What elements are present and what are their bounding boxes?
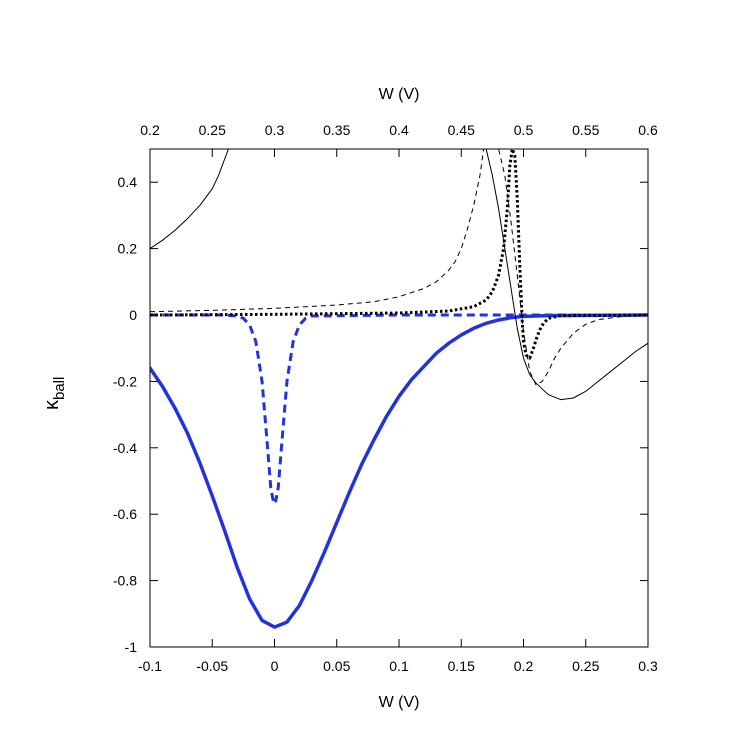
y-tick-label: -0.6: [113, 506, 137, 522]
x-tick-label-top: 0.3: [265, 122, 285, 138]
x-axis-title-top: W (V): [379, 86, 420, 103]
y-axis-title: κball: [41, 377, 68, 410]
x-tick-label-top: 0.5: [514, 122, 534, 138]
x-tick-label-bottom: 0: [271, 658, 279, 674]
y-tick-label: -1: [125, 639, 138, 655]
x-tick-label-bottom: 0.15: [448, 658, 475, 674]
y-axis-title-subscript: ball: [51, 377, 68, 400]
x-tick-label-top: 0.45: [448, 122, 475, 138]
x-tick-label-bottom: 0.1: [389, 658, 409, 674]
y-tick-label: -0.4: [113, 440, 137, 456]
x-tick-label-top: 0.6: [638, 122, 658, 138]
x-tick-label-bottom: -0.1: [138, 658, 162, 674]
x-tick-label-top: 0.55: [572, 122, 599, 138]
x-tick-label-bottom: 0.25: [572, 658, 599, 674]
y-tick-label: 0: [129, 307, 137, 323]
y-tick-label: 0.4: [118, 174, 138, 190]
x-tick-label-bottom: 0.05: [323, 658, 350, 674]
x-axis-title-bottom: W (V): [379, 694, 420, 711]
x-tick-label-bottom: 0.3: [638, 658, 658, 674]
series-line-1: [150, 313, 648, 629]
ticks-layer: -0.1 -0.05 0 0.05 0.1 0.15 0.2 0.25 0.3 0.2 0.25 0.…: [113, 122, 658, 674]
series-line-4: [150, 149, 648, 386]
x-tick-label-top: 0.4: [389, 122, 409, 138]
x-tick-label-top: 0.35: [323, 122, 350, 138]
series-layer: [150, 149, 648, 629]
y-tick-label: -0.2: [113, 373, 137, 389]
series-line-3: [150, 149, 648, 401]
y-axis-title-symbol: κ: [41, 399, 63, 410]
y-tick-label: -0.8: [113, 573, 137, 589]
series-line-5: [150, 149, 648, 360]
x-tick-label-top: 0.25: [199, 122, 226, 138]
x-tick-label-top: 0.2: [140, 122, 160, 138]
series-line-2: [150, 313, 648, 503]
y-tick-label: 0.2: [118, 241, 138, 257]
x-tick-label-bottom: 0.2: [514, 658, 534, 674]
x-tick-label-bottom: -0.05: [196, 658, 228, 674]
